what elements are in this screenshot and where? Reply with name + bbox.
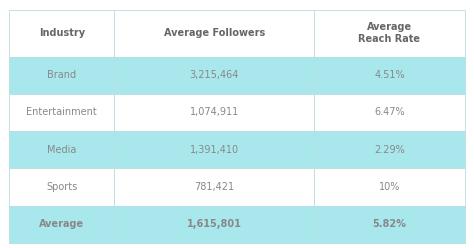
Text: 10%: 10% <box>379 182 400 192</box>
Text: 2.29%: 2.29% <box>374 145 405 155</box>
Text: Average Followers: Average Followers <box>164 28 265 38</box>
Bar <box>314 131 465 168</box>
Text: 6.47%: 6.47% <box>374 107 405 118</box>
Text: Industry: Industry <box>39 28 85 38</box>
Bar <box>9 10 114 57</box>
Bar <box>314 94 465 131</box>
Bar <box>314 168 465 206</box>
Bar <box>314 206 465 243</box>
Bar <box>9 94 114 131</box>
Text: 1,391,410: 1,391,410 <box>190 145 239 155</box>
Text: 1,074,911: 1,074,911 <box>190 107 239 118</box>
Bar <box>114 168 314 206</box>
Text: Average
Reach Rate: Average Reach Rate <box>358 22 420 44</box>
Bar <box>9 168 114 206</box>
Text: Sports: Sports <box>46 182 77 192</box>
Text: 4.51%: 4.51% <box>374 70 405 80</box>
Text: 5.82%: 5.82% <box>373 219 406 229</box>
Bar <box>9 57 114 94</box>
Bar <box>114 131 314 168</box>
Bar <box>114 57 314 94</box>
Bar <box>314 57 465 94</box>
Text: Brand: Brand <box>47 70 76 80</box>
Text: 1,615,801: 1,615,801 <box>187 219 242 229</box>
Bar <box>114 94 314 131</box>
Bar <box>114 206 314 243</box>
Text: 3,215,464: 3,215,464 <box>190 70 239 80</box>
Text: 781,421: 781,421 <box>194 182 234 192</box>
Text: Average: Average <box>39 219 84 229</box>
Text: Entertainment: Entertainment <box>27 107 97 118</box>
Bar <box>9 206 114 243</box>
Bar <box>9 131 114 168</box>
Bar <box>114 10 314 57</box>
Text: Media: Media <box>47 145 76 155</box>
Bar <box>314 10 465 57</box>
